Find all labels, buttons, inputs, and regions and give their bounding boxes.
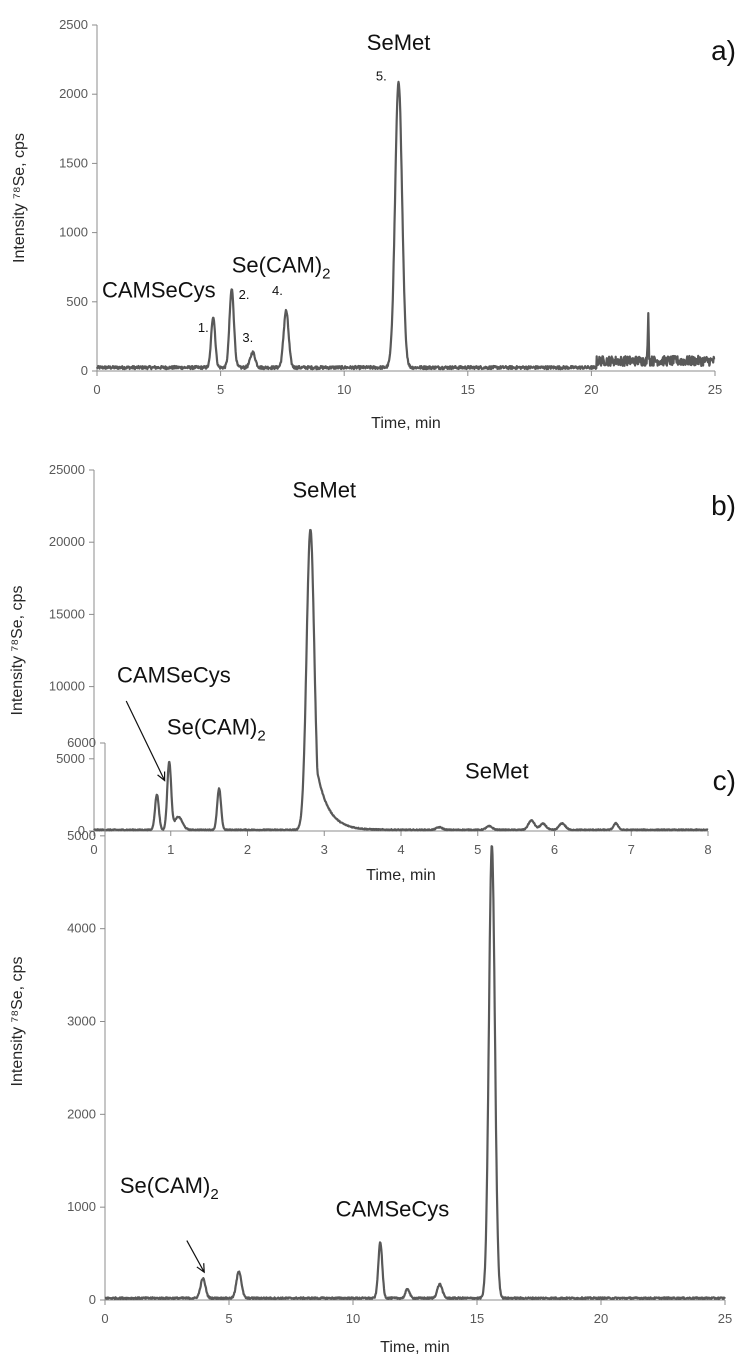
x-tick-label: 20 bbox=[584, 382, 598, 397]
x-tick-label: 20 bbox=[594, 1311, 608, 1326]
panel-label: b) bbox=[711, 490, 736, 521]
y-tick-label: 0 bbox=[81, 363, 88, 378]
peak-name-text: SeMet bbox=[292, 477, 356, 502]
peak-name-text: 1. bbox=[198, 320, 209, 335]
x-tick-label: 3 bbox=[321, 842, 328, 857]
peak-name-text: 2. bbox=[239, 287, 250, 302]
annotation-arrowhead bbox=[157, 771, 166, 782]
y-tick-label: 5000 bbox=[67, 828, 96, 843]
x-tick-label: 2 bbox=[244, 842, 251, 857]
x-axis-title: Time, min bbox=[366, 867, 436, 884]
peak-name-label: SeMet bbox=[292, 477, 356, 502]
peak-number-label: 4. bbox=[272, 283, 283, 298]
y-tick-label: 2500 bbox=[59, 17, 88, 32]
y-tick-label: 10000 bbox=[49, 679, 85, 694]
peak-name-label: CAMSeCys bbox=[117, 662, 231, 687]
y-tick-label: 1000 bbox=[67, 1199, 96, 1214]
peak-name-label: Se(CAM)2 bbox=[167, 714, 266, 744]
peak-name-text: Se(CAM) bbox=[167, 714, 257, 739]
y-tick-label: 15000 bbox=[49, 606, 85, 621]
x-tick-label: 10 bbox=[346, 1311, 360, 1326]
peak-name-text: Se(CAM) bbox=[120, 1173, 210, 1198]
x-tick-label: 1 bbox=[167, 842, 174, 857]
y-tick-label: 20000 bbox=[49, 534, 85, 549]
annotation-arrow bbox=[125, 700, 166, 781]
chromatogram-trace bbox=[93, 528, 709, 832]
y-tick-label: 3000 bbox=[67, 1014, 96, 1029]
x-tick-label: 7 bbox=[628, 842, 635, 857]
y-axis-title: Intensity ⁷⁸Se, cps bbox=[9, 957, 26, 1087]
peak-name-text: 5. bbox=[376, 68, 387, 83]
x-tick-label: 25 bbox=[718, 1311, 732, 1326]
x-tick-label: 5 bbox=[217, 382, 224, 397]
x-axis-title: Time, min bbox=[380, 1339, 450, 1356]
y-tick-label: 5000 bbox=[56, 751, 85, 766]
peak-name-text: SeMet bbox=[367, 30, 431, 55]
x-tick-label: 6 bbox=[551, 842, 558, 857]
peak-name-label: Se(CAM)2 bbox=[232, 253, 331, 283]
y-axis-title: Intensity ⁷⁸Se, cps bbox=[9, 586, 26, 716]
y-tick-label: 0 bbox=[89, 1292, 96, 1307]
peak-name-label: CAMSeCys bbox=[102, 278, 216, 303]
y-tick-label: 2000 bbox=[67, 1106, 96, 1121]
y-tick-label: 2000 bbox=[59, 86, 88, 101]
peak-name-text: CAMSeCys bbox=[102, 278, 216, 303]
chart-panel-1: 0 500 1000 1500 2000 2500 0 5 10 15 20 25 Time, min I… bbox=[11, 17, 736, 432]
peak-name-text: CAMSeCys bbox=[117, 662, 231, 687]
x-tick-label: 0 bbox=[90, 842, 97, 857]
peak-name-label: CAMSeCys bbox=[336, 1196, 450, 1221]
peak-name-subscript: 2 bbox=[210, 1186, 218, 1203]
y-tick-label: 1500 bbox=[59, 155, 88, 170]
panel-label: c) bbox=[713, 765, 736, 796]
x-tick-label: 10 bbox=[337, 382, 351, 397]
peak-name-text: Se(CAM) bbox=[232, 253, 322, 278]
peak-name-label: SeMet bbox=[465, 758, 529, 783]
x-tick-label: 5 bbox=[225, 1311, 232, 1326]
x-tick-label: 0 bbox=[101, 1311, 108, 1326]
chromatogram-trace bbox=[95, 80, 716, 371]
peak-name-text: 4. bbox=[272, 283, 283, 298]
y-axis-title: Intensity ⁷⁸Se, cps bbox=[11, 133, 28, 263]
peak-name-text: CAMSeCys bbox=[336, 1196, 450, 1221]
peak-name-label: SeMet bbox=[367, 30, 431, 55]
annotation-arrowhead bbox=[196, 1263, 205, 1274]
y-tick-label: 0 bbox=[78, 823, 85, 838]
y-tick-label: 500 bbox=[66, 294, 88, 309]
y-tick-label: 4000 bbox=[67, 921, 96, 936]
x-tick-label: 15 bbox=[470, 1311, 484, 1326]
peak-number-label: 5. bbox=[376, 68, 387, 83]
panel-label: a) bbox=[711, 35, 736, 66]
y-tick-label: 1000 bbox=[59, 225, 88, 240]
peak-name-text: 3. bbox=[242, 330, 253, 345]
chromatogram-trace bbox=[104, 845, 726, 1301]
x-tick-label: 5 bbox=[474, 842, 481, 857]
y-tick-label: 6000 bbox=[67, 735, 96, 750]
annotation-arrow bbox=[186, 1240, 205, 1273]
peak-name-subscript: 2 bbox=[257, 727, 265, 744]
x-tick-label: 0 bbox=[93, 382, 100, 397]
peak-number-label: 1. bbox=[198, 320, 209, 335]
x-tick-label: 15 bbox=[461, 382, 475, 397]
peak-number-label: 3. bbox=[242, 330, 253, 345]
peak-name-subscript: 2 bbox=[322, 266, 330, 283]
y-tick-label: 25000 bbox=[49, 462, 85, 477]
peak-number-label: 2. bbox=[239, 287, 250, 302]
x-tick-label: 4 bbox=[397, 842, 404, 857]
x-axis-title: Time, min bbox=[371, 415, 441, 432]
x-tick-label: 8 bbox=[704, 842, 711, 857]
x-tick-label: 25 bbox=[708, 382, 722, 397]
peak-name-label: Se(CAM)2 bbox=[120, 1173, 219, 1203]
peak-name-text: SeMet bbox=[465, 758, 529, 783]
